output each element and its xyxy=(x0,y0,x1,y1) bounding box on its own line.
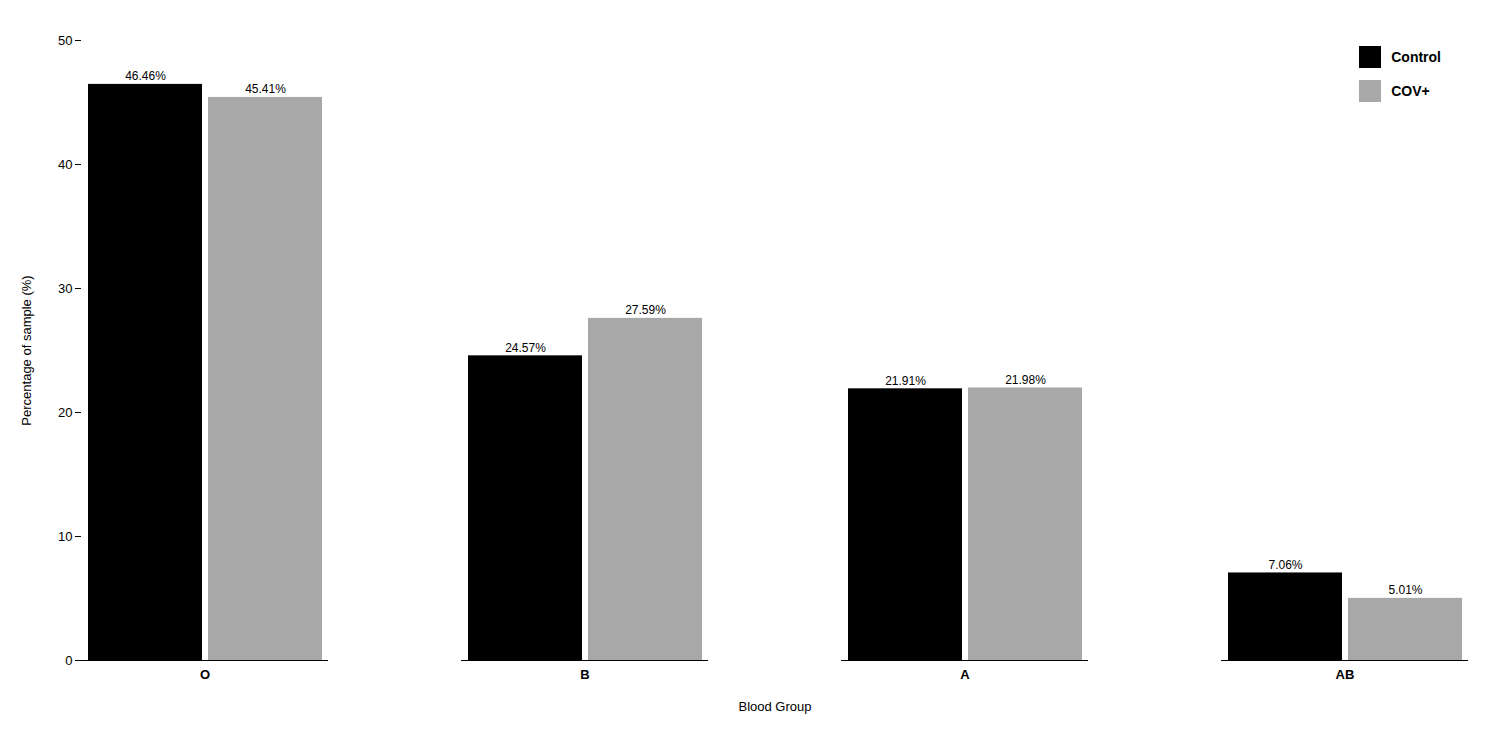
svg-text:7.06%: 7.06% xyxy=(1268,558,1302,572)
svg-text:50: 50 xyxy=(58,33,72,48)
svg-text:A: A xyxy=(960,667,970,682)
svg-text:B: B xyxy=(580,667,589,682)
svg-text:45.41%: 45.41% xyxy=(245,82,286,96)
svg-text:46.46%: 46.46% xyxy=(125,69,166,83)
html-text:Control: Control xyxy=(1391,49,1441,65)
svg-text:30: 30 xyxy=(58,281,72,296)
svg-text:O: O xyxy=(200,667,210,682)
svg-text:40: 40 xyxy=(58,157,72,172)
svg-text:24.57%: 24.57% xyxy=(505,341,546,355)
html-text:COV+: COV+ xyxy=(1391,83,1430,99)
svg-text:27.59%: 27.59% xyxy=(625,303,666,317)
svg-text:AB: AB xyxy=(1336,667,1355,682)
svg-text:Blood Group: Blood Group xyxy=(739,699,812,714)
svg-text:10: 10 xyxy=(58,529,72,544)
svg-text:Percentage of sample (%): Percentage of sample (%) xyxy=(19,275,34,425)
svg-text:21.98%: 21.98% xyxy=(1005,373,1046,387)
svg-text:0: 0 xyxy=(65,653,72,668)
svg-text:5.01%: 5.01% xyxy=(1388,583,1422,597)
svg-text:20: 20 xyxy=(58,405,72,420)
svg-text:21.91%: 21.91% xyxy=(885,374,926,388)
